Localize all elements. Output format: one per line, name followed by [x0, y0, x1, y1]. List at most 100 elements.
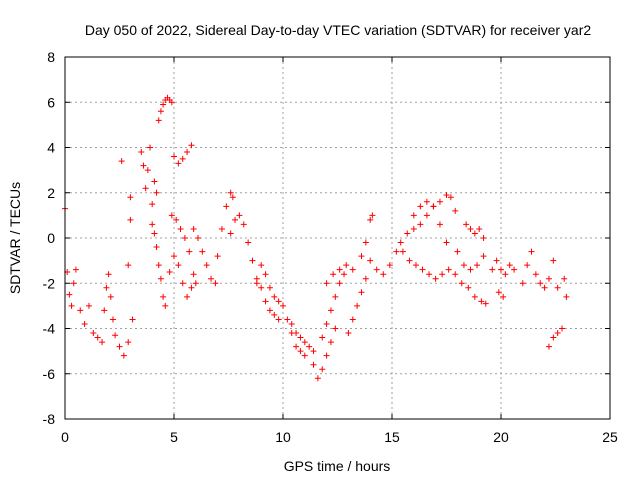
data-point: [498, 266, 504, 273]
data-point: [452, 271, 459, 278]
data-point: [66, 291, 73, 298]
data-point: [127, 194, 134, 201]
data-point: [482, 300, 489, 307]
data-point: [471, 230, 478, 237]
y-tick-label: 6: [47, 94, 55, 110]
data-point: [532, 271, 539, 278]
data-point: [284, 316, 291, 323]
data-point: [406, 257, 413, 264]
data-point: [436, 198, 443, 205]
data-point: [550, 334, 557, 341]
data-point: [489, 266, 496, 273]
data-point: [417, 221, 424, 228]
data-point: [323, 280, 330, 287]
data-point: [258, 284, 265, 291]
tick-layer: 0 5 10 15 20 25 -8 -6 -4 -2 0 2 4 6 8: [43, 49, 618, 445]
data-point: [301, 352, 308, 359]
data-point: [336, 280, 343, 287]
x-tick-label: 20: [493, 429, 509, 445]
data-point: [194, 235, 201, 241]
data-point: [151, 230, 158, 237]
data-point: [495, 289, 502, 296]
y-tick-label: 8: [47, 49, 55, 65]
x-tick-label: 0: [61, 429, 69, 445]
data-point: [271, 311, 278, 318]
data-point: [275, 298, 282, 305]
data-point: [343, 262, 350, 269]
data-point: [153, 189, 160, 196]
data-point: [412, 262, 419, 269]
data-point: [306, 343, 313, 350]
data-point: [162, 302, 169, 309]
data-point: [249, 257, 256, 264]
data-point: [373, 266, 380, 273]
data-point: [458, 280, 465, 287]
data-point: [310, 361, 317, 368]
data-point: [171, 253, 177, 260]
data-point: [367, 257, 374, 264]
data-point: [426, 271, 433, 278]
data-point: [77, 307, 84, 314]
data-point: [240, 221, 247, 228]
data-point: [218, 225, 225, 232]
data-point: [179, 155, 186, 162]
data-point: [432, 275, 439, 282]
data-point: [262, 271, 269, 278]
data-point: [336, 266, 343, 273]
data-point: [184, 149, 191, 156]
data-point: [561, 275, 568, 282]
data-point: [417, 203, 424, 210]
data-point: [399, 248, 406, 255]
x-tick-label: 15: [384, 429, 400, 445]
data-point: [227, 230, 234, 237]
data-point: [500, 293, 507, 300]
data-point: [447, 194, 454, 201]
data-point: [157, 275, 164, 282]
data-point: [478, 298, 485, 305]
data-point: [465, 284, 472, 291]
data-point: [327, 307, 334, 314]
data-point: [236, 212, 243, 219]
x-tick-label: 5: [170, 429, 178, 445]
data-point: [319, 366, 326, 373]
data-point: [341, 271, 348, 278]
data-point: [120, 352, 127, 359]
data-point: [463, 221, 470, 228]
data-point: [140, 162, 147, 169]
data-point: [151, 178, 158, 185]
data-point: [280, 302, 286, 309]
data-point: [105, 271, 112, 278]
data-point: [349, 316, 356, 323]
data-point: [157, 108, 164, 115]
data-point: [175, 160, 182, 167]
data-point: [467, 225, 474, 232]
data-point: [362, 239, 369, 246]
data-points: [62, 94, 570, 382]
data-point: [271, 293, 278, 300]
data-point: [173, 216, 180, 223]
data-point: [314, 375, 321, 382]
data-point: [184, 293, 191, 300]
data-point: [349, 266, 356, 273]
data-point: [443, 192, 450, 199]
grid-layer: [65, 57, 610, 419]
data-point: [410, 212, 417, 219]
data-point: [297, 348, 304, 355]
data-point: [358, 289, 365, 296]
data-point: [112, 332, 119, 339]
data-point: [208, 275, 215, 282]
data-point: [310, 348, 317, 355]
data-point: [354, 302, 361, 309]
y-tick-label: -6: [43, 366, 56, 382]
data-point: [519, 280, 526, 287]
data-point: [94, 334, 101, 341]
data-point: [439, 271, 446, 278]
data-point: [480, 235, 487, 241]
data-point: [72, 266, 79, 273]
data-point: [293, 330, 300, 337]
data-point: [445, 266, 452, 273]
data-point: [541, 284, 548, 291]
data-point: [288, 320, 295, 327]
data-point: [229, 194, 236, 201]
